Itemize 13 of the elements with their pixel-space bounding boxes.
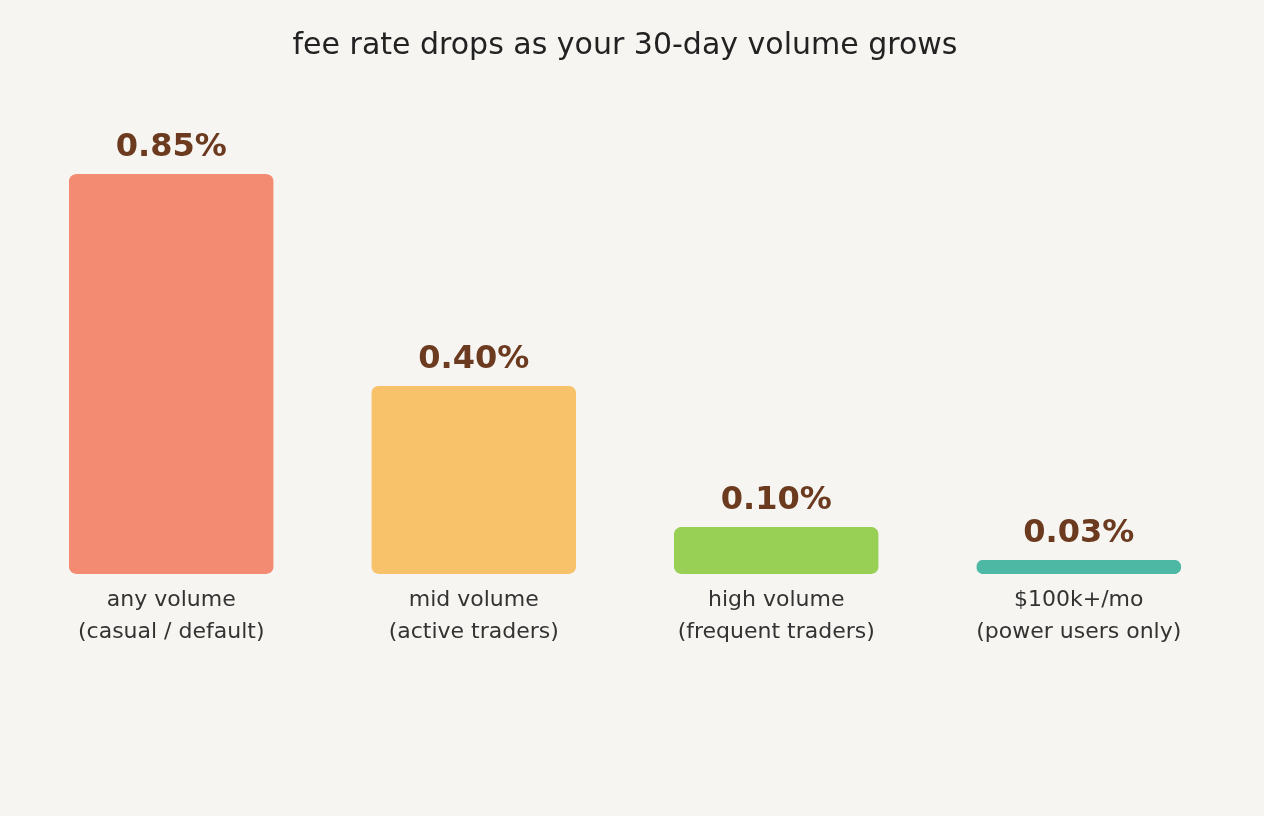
data-label: 0.85% (115, 126, 227, 164)
bar (68, 174, 274, 574)
data-label: 0.03% (1023, 511, 1135, 550)
data-label: 0.10% (720, 478, 832, 517)
data-label: 0.40% (418, 337, 530, 376)
x-tick-label: high volume (frequent traders) (677, 585, 875, 643)
bar (371, 385, 577, 574)
chart-title: fee rate drops as your 30-day volume grows (292, 26, 958, 61)
x-tick-label: mid volume (active traders) (388, 585, 559, 643)
bar (673, 526, 879, 574)
x-tick-label: any volume (casual / default) (77, 585, 265, 643)
bar (976, 559, 1182, 574)
x-tick-label: $100k+/mo (power users only) (976, 585, 1182, 643)
